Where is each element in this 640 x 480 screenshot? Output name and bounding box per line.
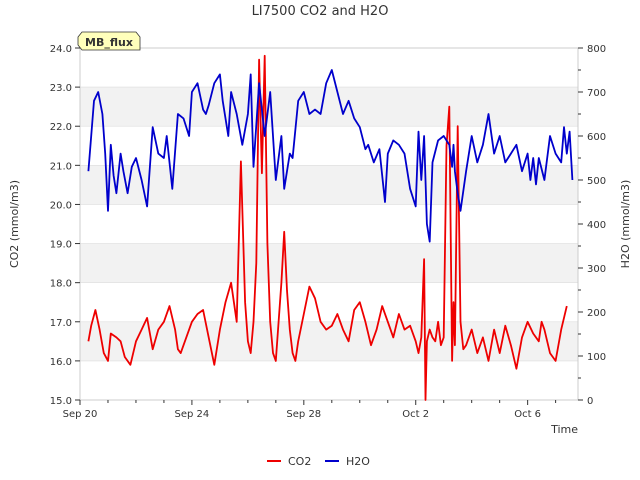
badge-shape bbox=[77, 31, 141, 51]
y-left-tick-label: 17.0 bbox=[50, 318, 72, 329]
y-left-tick-label: 24.0 bbox=[50, 44, 72, 55]
y-right-tick-label: 700 bbox=[587, 88, 606, 99]
x-tick-label: Sep 24 bbox=[175, 409, 210, 420]
x-tick-label: Oct 2 bbox=[402, 409, 429, 420]
y-right-tick-label: 300 bbox=[587, 264, 606, 275]
y-right-tick-label: 100 bbox=[587, 352, 606, 363]
y-right-tick-label: 600 bbox=[587, 132, 606, 143]
legend-label-co2: CO2 bbox=[288, 455, 311, 468]
badge-mb-flux: MB_flux bbox=[77, 31, 141, 51]
legend-label-h2o: H2O bbox=[346, 455, 370, 468]
y-right-tick-label: 200 bbox=[587, 308, 606, 319]
y-left-tick-label: 15.0 bbox=[50, 396, 72, 407]
x-tick-label: Sep 28 bbox=[286, 409, 321, 420]
y-left-tick-label: 22.0 bbox=[50, 122, 72, 133]
series-line-h2o bbox=[87, 69, 574, 243]
y-left-tick-label: 18.0 bbox=[50, 279, 72, 290]
y-left-axis-ticks: 15.0 16.0 17.0 18.0 19.0 20.0 21.0 22.0 23.0 24.0 bbox=[50, 44, 80, 407]
y-left-tick-label: 23.0 bbox=[50, 83, 72, 94]
y-right-tick-label: 400 bbox=[587, 220, 606, 231]
y-right-axis-ticks: 0 100 200 300 400 500 600 700 800 bbox=[578, 44, 606, 407]
x-tick-label: Sep 20 bbox=[63, 409, 98, 420]
background-bands bbox=[80, 87, 578, 361]
y-right-tick-label: 0 bbox=[587, 396, 593, 407]
x-tick-label: Oct 6 bbox=[514, 409, 541, 420]
background-band bbox=[80, 87, 578, 127]
badge-text: MB_flux bbox=[85, 36, 133, 49]
x-axis-ticks: Sep 20 Sep 24 Sep 28 Oct 2 Oct 6 bbox=[63, 400, 557, 420]
y-left-tick-label: 21.0 bbox=[50, 161, 72, 172]
y-left-axis-label: CO2 (mmol/m3) bbox=[8, 180, 21, 268]
y-right-tick-label: 800 bbox=[587, 44, 606, 55]
y-left-tick-label: 16.0 bbox=[50, 357, 72, 368]
y-left-tick-label: 19.0 bbox=[50, 240, 72, 251]
background-band bbox=[80, 243, 578, 283]
y-left-tick-label: 20.0 bbox=[50, 200, 72, 211]
chart-title: LI7500 CO2 and H2O bbox=[252, 4, 389, 19]
x-axis-label: Time bbox=[550, 423, 578, 436]
y-right-axis-label: H2O (mmol/m3) bbox=[619, 180, 632, 269]
background-band bbox=[80, 165, 578, 205]
legend: CO2 H2O bbox=[267, 455, 370, 468]
series-line-co2 bbox=[87, 54, 568, 401]
y-right-tick-label: 500 bbox=[587, 176, 606, 187]
